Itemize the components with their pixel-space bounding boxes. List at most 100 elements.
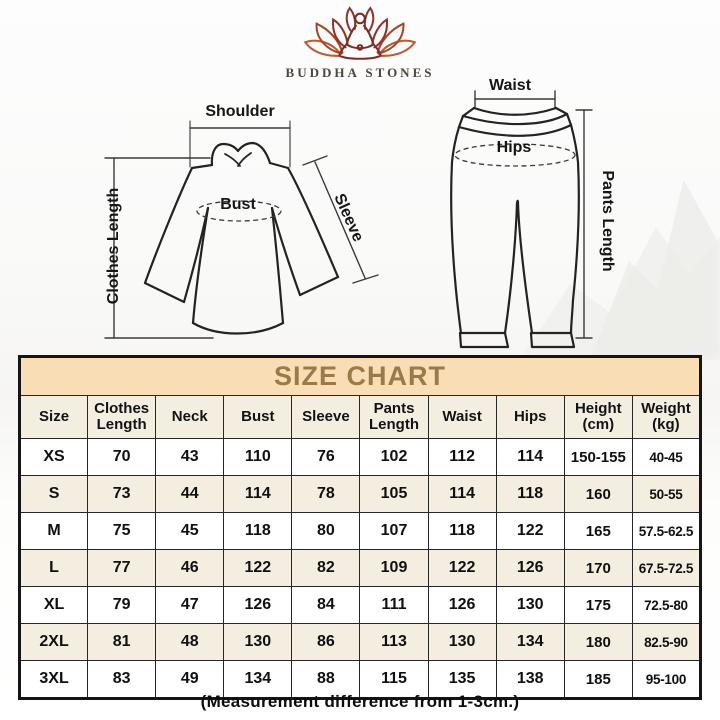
cell: XS bbox=[18, 438, 89, 476]
cell: S bbox=[18, 475, 89, 513]
cell: 50-55 bbox=[631, 475, 702, 513]
cell: 134 bbox=[223, 660, 293, 699]
cell: 44 bbox=[155, 475, 225, 513]
sleeve-measure-line bbox=[302, 155, 379, 284]
cell: 150-155 bbox=[563, 438, 633, 476]
cell: 48 bbox=[155, 623, 225, 661]
cell: XL bbox=[18, 586, 89, 624]
cell: 118 bbox=[223, 512, 293, 550]
table-row-m: M 75 45 118 80 107 118 122 165 57.5-62.5 bbox=[18, 512, 702, 550]
col-header-neck: Neck bbox=[155, 395, 225, 439]
cell: 160 bbox=[563, 475, 633, 513]
cell: 70 bbox=[87, 438, 157, 476]
cell: 57.5-62.5 bbox=[631, 512, 702, 550]
cell: 80 bbox=[291, 512, 361, 550]
cell: 185 bbox=[563, 660, 633, 699]
cell: 76 bbox=[291, 438, 361, 476]
cell: 111 bbox=[359, 586, 429, 624]
cell: 77 bbox=[87, 549, 157, 587]
cell: 180 bbox=[563, 623, 633, 661]
hips-label: Hips bbox=[496, 139, 532, 156]
cell: 95-100 bbox=[631, 660, 702, 699]
size-chart-title: SIZE CHART bbox=[19, 356, 701, 396]
cell: L bbox=[18, 549, 89, 587]
cell: 122 bbox=[223, 549, 293, 587]
shoulder-label: Shoulder bbox=[205, 103, 275, 120]
cell: 81 bbox=[87, 623, 157, 661]
cell: 126 bbox=[427, 586, 497, 624]
cell: 86 bbox=[291, 623, 361, 661]
table-row-2xl: 2XL 81 48 130 86 113 130 134 180 82.5-90 bbox=[18, 623, 702, 661]
cell: 134 bbox=[495, 623, 565, 661]
size-chart-title-row: SIZE CHART bbox=[19, 356, 701, 396]
cell: 84 bbox=[291, 586, 361, 624]
cell: 83 bbox=[87, 660, 157, 699]
cell: 3XL bbox=[18, 660, 89, 699]
cell: M bbox=[18, 512, 89, 550]
col-header-height: Height (cm) bbox=[563, 395, 633, 439]
shirt-outline bbox=[143, 141, 340, 335]
meditating-figure bbox=[338, 12, 382, 60]
cell: 165 bbox=[563, 512, 633, 550]
cell: 114 bbox=[495, 438, 565, 476]
table-row-xl: XL 79 47 126 84 111 126 130 175 72.5-80 bbox=[18, 586, 702, 624]
col-header-sleeve: Sleeve bbox=[291, 395, 361, 439]
lotus-meditation-icon bbox=[303, 6, 417, 60]
shoulder-measure-line bbox=[189, 120, 291, 168]
cell: 126 bbox=[495, 549, 565, 587]
cell: 109 bbox=[359, 549, 429, 587]
bust-label: Bust bbox=[220, 196, 256, 213]
table-row-xs: XS 70 43 110 76 102 112 114 150-155 40-45 bbox=[18, 438, 702, 476]
cell: 82 bbox=[291, 549, 361, 587]
cell: 73 bbox=[87, 475, 157, 513]
col-header-bust: Bust bbox=[223, 395, 293, 439]
cell: 40-45 bbox=[631, 438, 702, 476]
cell: 82.5-90 bbox=[631, 623, 702, 661]
cell: 112 bbox=[427, 438, 497, 476]
col-header-weight: Weight (kg) bbox=[631, 395, 702, 439]
cell: 110 bbox=[223, 438, 293, 476]
cell: 49 bbox=[155, 660, 225, 699]
cell: 130 bbox=[427, 623, 497, 661]
clothes-length-measure-line bbox=[104, 157, 214, 339]
col-header-size: Size bbox=[18, 395, 89, 439]
size-chart-table: SIZE CHART Size Clothes Length Neck Bust… bbox=[18, 355, 702, 700]
pants-outline bbox=[450, 106, 580, 349]
cell: 130 bbox=[495, 586, 565, 624]
table-row-l: L 77 46 122 82 109 122 126 170 67.5-72.5 bbox=[18, 549, 702, 587]
table-header-row: Size Clothes Length Neck Bust Sleeve Pan… bbox=[18, 395, 702, 439]
col-header-clothes-length: Clothes Length bbox=[87, 395, 157, 439]
brand-name: BUDDHA STONES bbox=[285, 65, 435, 80]
cell: 122 bbox=[427, 549, 497, 587]
waist-measure-line bbox=[474, 90, 556, 108]
cell: 126 bbox=[223, 586, 293, 624]
cell: 175 bbox=[563, 586, 633, 624]
cell: 78 bbox=[291, 475, 361, 513]
cell: 45 bbox=[155, 512, 225, 550]
lotus-petals bbox=[303, 6, 417, 57]
waist-label: Waist bbox=[488, 77, 532, 94]
cell: 138 bbox=[495, 660, 565, 699]
cell: 47 bbox=[155, 586, 225, 624]
cell: 46 bbox=[155, 549, 225, 587]
bust-measure-ellipse bbox=[196, 200, 282, 222]
hips-measure-ellipse bbox=[454, 143, 576, 167]
shirt-measurement-diagram bbox=[104, 120, 379, 339]
cell: 130 bbox=[223, 623, 293, 661]
pants-length-measure-line bbox=[575, 109, 593, 339]
pants-measurement-diagram bbox=[450, 90, 593, 349]
cell: 43 bbox=[155, 438, 225, 476]
col-header-hips: Hips bbox=[495, 395, 565, 439]
table-row-s: S 73 44 114 78 105 114 118 160 50-55 bbox=[18, 475, 702, 513]
measurement-footnote: (Measurement difference from 1-3cm.) bbox=[200, 692, 520, 711]
cell: 122 bbox=[495, 512, 565, 550]
cell: 118 bbox=[427, 512, 497, 550]
cell: 118 bbox=[495, 475, 565, 513]
cell: 72.5-80 bbox=[631, 586, 702, 624]
cell: 107 bbox=[359, 512, 429, 550]
table-row-3xl: 3XL 83 49 134 88 115 135 138 185 95-100 bbox=[18, 660, 702, 699]
cell: 102 bbox=[359, 438, 429, 476]
cell: 114 bbox=[427, 475, 497, 513]
col-header-pants-length: Pants Length bbox=[359, 395, 429, 439]
